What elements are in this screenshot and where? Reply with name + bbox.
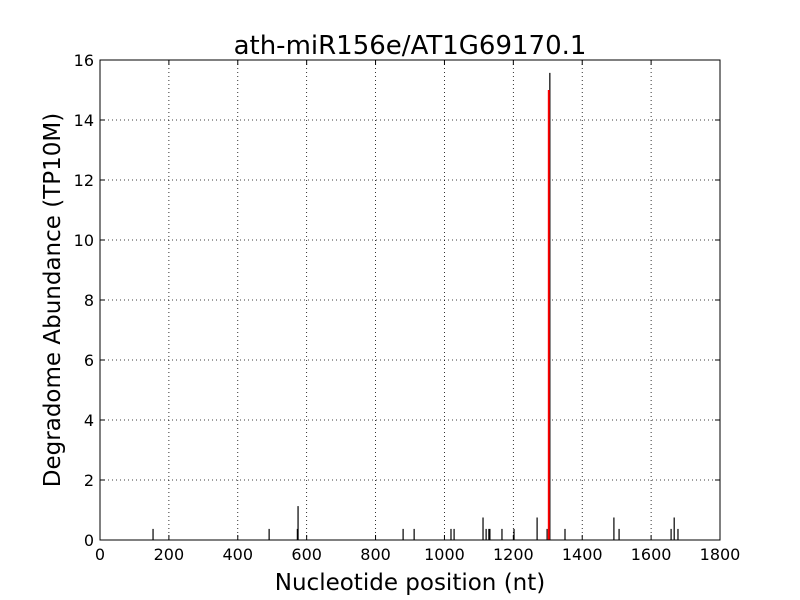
plot-frame (99, 59, 721, 541)
x-tick-label: 1200 (493, 545, 534, 564)
y-tick-label: 6 (84, 351, 94, 370)
x-tick-label: 1000 (424, 545, 465, 564)
x-tick-label: 400 (223, 545, 254, 564)
chart-title: ath-miR156e/AT1G69170.1 (234, 31, 587, 61)
y-tick-label: 12 (74, 171, 94, 190)
x-tick-label: 1400 (562, 545, 603, 564)
y-tick-label: 16 (74, 51, 94, 70)
x-tick-label: 1800 (700, 545, 741, 564)
x-tick-label: 800 (360, 545, 391, 564)
y-axis-label: Degradome Abundance (TP10M) (40, 113, 66, 487)
y-tick-label: 0 (84, 531, 94, 550)
y-tick-label: 4 (84, 411, 94, 430)
x-tick-label: 0 (95, 545, 105, 564)
y-tick-label: 2 (84, 471, 94, 490)
y-tick-label: 10 (74, 231, 94, 250)
x-tick-label: 1600 (631, 545, 672, 564)
x-tick-label: 600 (291, 545, 322, 564)
y-tick-label: 14 (74, 111, 94, 130)
y-tick-label: 8 (84, 291, 94, 310)
x-axis-label: Nucleotide position (nt) (275, 570, 545, 596)
x-tick-label: 200 (154, 545, 185, 564)
